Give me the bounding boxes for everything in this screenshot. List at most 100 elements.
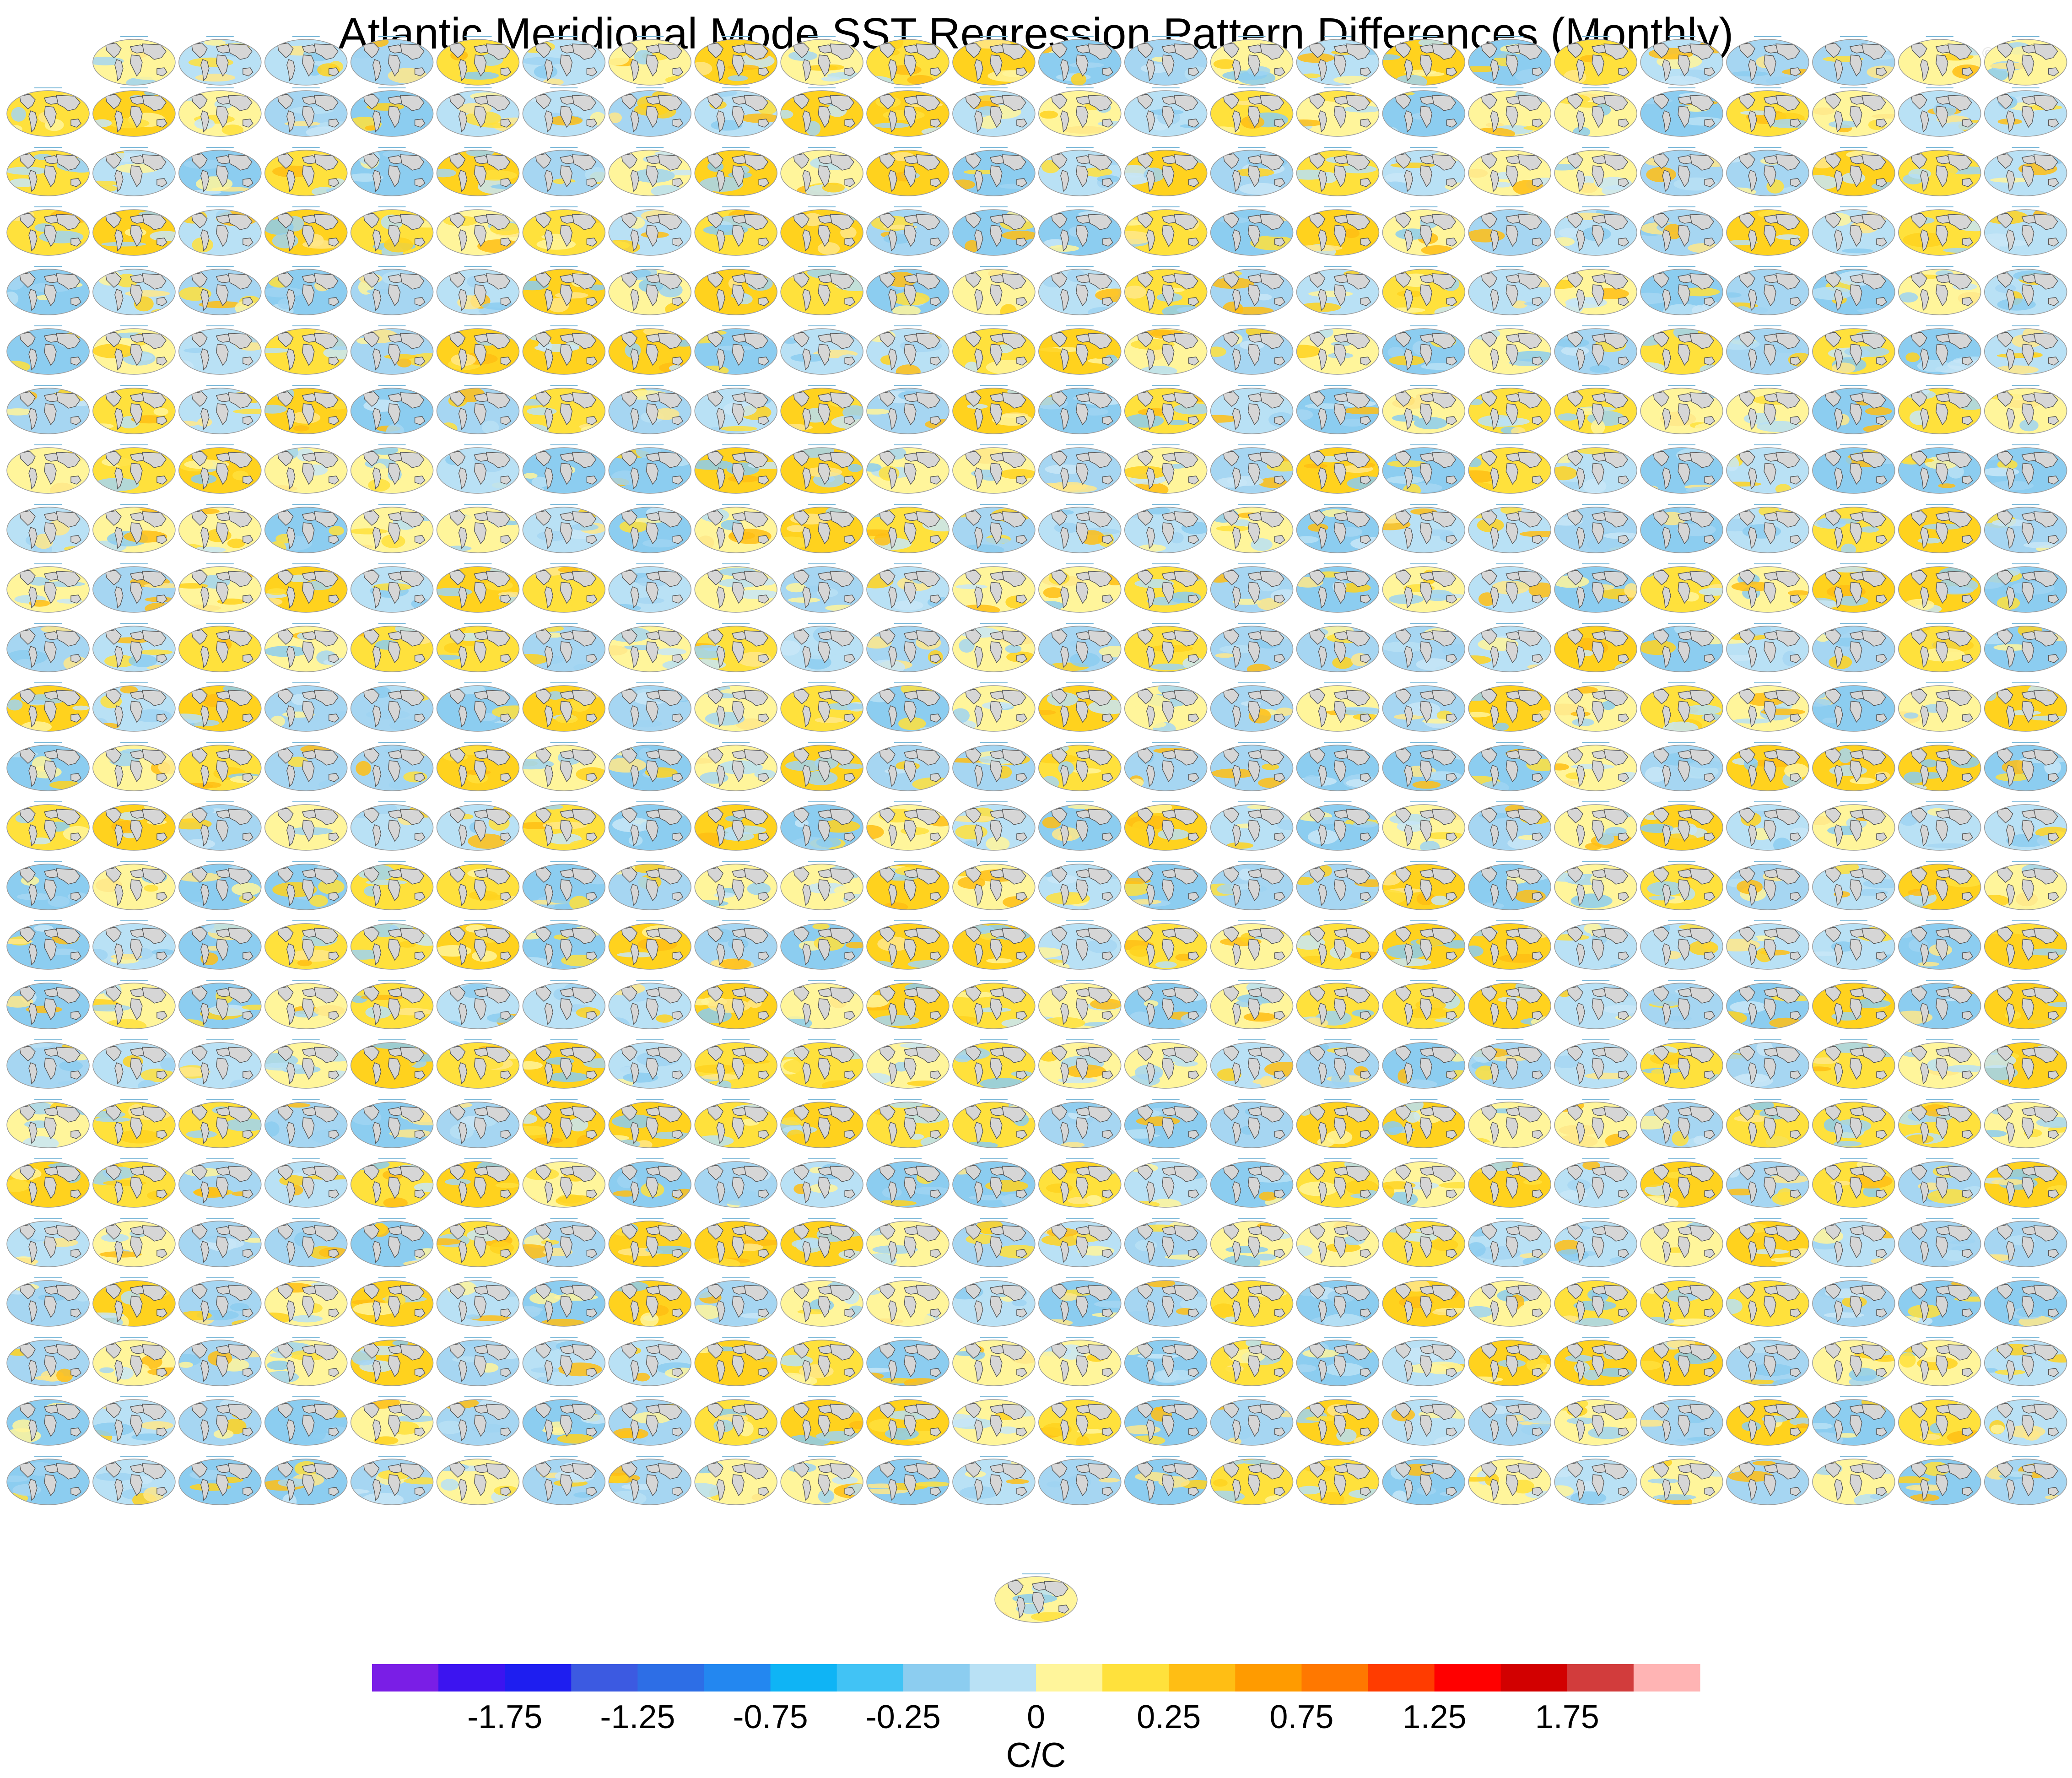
- map-panel: [350, 801, 434, 851]
- map-panel: [1038, 1277, 1122, 1327]
- map-panel: [1726, 1456, 1809, 1505]
- map-panel: [1038, 1218, 1122, 1267]
- map-panel: [952, 682, 1036, 732]
- map-panel: [1124, 36, 1208, 86]
- map-panel: [1812, 1039, 1895, 1089]
- map-panel: [6, 266, 90, 315]
- map-panel: [1038, 801, 1122, 851]
- map-panel: [694, 206, 777, 256]
- map-panel: [1898, 1337, 1981, 1386]
- map-panel: [1468, 444, 1552, 494]
- map-panel: [1468, 563, 1552, 613]
- map-panel: [866, 1099, 950, 1148]
- map-panel: [1210, 147, 1294, 196]
- map-panel: [1984, 1396, 2067, 1446]
- map-panel: [522, 504, 606, 553]
- map-panel: [522, 1396, 606, 1446]
- map-panel: [1812, 1456, 1895, 1505]
- map-panel: [608, 861, 692, 910]
- map-panel: [694, 36, 777, 86]
- map-panel: [952, 742, 1036, 791]
- map-panel: [952, 920, 1036, 970]
- map-panel: [1640, 1158, 1723, 1208]
- map-panel: [1726, 1099, 1809, 1148]
- map-panel: [1468, 742, 1552, 791]
- map-panel: [1640, 801, 1723, 851]
- map-panel: [6, 623, 90, 672]
- map-panel: [1382, 206, 1466, 256]
- map-panel: [350, 1396, 434, 1446]
- map-panel: [952, 444, 1036, 494]
- map-panel: [1124, 325, 1208, 375]
- map-panel: [1382, 444, 1466, 494]
- map-panel: [952, 1158, 1036, 1208]
- map-panel: [92, 325, 176, 375]
- map-panel: [608, 1218, 692, 1267]
- map-panel: [608, 563, 692, 613]
- map-panel: [1210, 1396, 1294, 1446]
- map-panel: [178, 861, 262, 910]
- map-panel: [522, 325, 606, 375]
- map-panel: [6, 325, 90, 375]
- map-panel: [1468, 1277, 1552, 1327]
- map-panel: [780, 1158, 863, 1208]
- map-panel: [1554, 87, 1637, 137]
- map-panel: [780, 1456, 863, 1505]
- map-panel: [1812, 444, 1895, 494]
- map-panel: [1468, 1039, 1552, 1089]
- map-panel: [1726, 1039, 1809, 1089]
- map-panel: [1038, 325, 1122, 375]
- map-panel: [1984, 980, 2067, 1029]
- map-panel: [1554, 1039, 1637, 1089]
- map-panel: [1124, 980, 1208, 1029]
- map-panel: [522, 920, 606, 970]
- map-panel: [1984, 325, 2067, 375]
- map-panel: [952, 1456, 1036, 1505]
- map-panel: [178, 1277, 262, 1327]
- map-panel: [952, 563, 1036, 613]
- map-panel: [92, 87, 176, 137]
- map-panel: [1984, 1099, 2067, 1148]
- map-panel: [264, 1099, 348, 1148]
- map-panel: [866, 385, 950, 434]
- map-panel: [1210, 1099, 1294, 1148]
- map-panel: [1124, 623, 1208, 672]
- map-panel: [952, 861, 1036, 910]
- map-panel: [1038, 980, 1122, 1029]
- map-panel: [1210, 801, 1294, 851]
- map-panel: [1554, 861, 1637, 910]
- map-panel: [522, 385, 606, 434]
- map-panel: [1554, 1099, 1637, 1148]
- map-panel: [264, 801, 348, 851]
- map-panel: [1038, 266, 1122, 315]
- map-panel: [1726, 1396, 1809, 1446]
- map-panel: [1898, 563, 1981, 613]
- map-panel: [1812, 1277, 1895, 1327]
- map-panel: [6, 920, 90, 970]
- map-panel: [1812, 206, 1895, 256]
- map-panel: [1726, 325, 1809, 375]
- map-panel: [264, 1218, 348, 1267]
- map-panel: [1554, 385, 1637, 434]
- map-panel: [1898, 623, 1981, 672]
- map-panel: [1640, 266, 1723, 315]
- map-panel: [436, 920, 520, 970]
- map-panel: [1210, 36, 1294, 86]
- map-panel: [1210, 980, 1294, 1029]
- map-panel: [952, 1218, 1036, 1267]
- map-panel: [1210, 742, 1294, 791]
- map-panel: [1726, 801, 1809, 851]
- map-panel: [1468, 87, 1552, 137]
- map-panel: [1898, 1099, 1981, 1148]
- map-panel: [436, 742, 520, 791]
- map-panel: [522, 742, 606, 791]
- map-panel: [1296, 36, 1380, 86]
- map-panel: [1898, 1396, 1981, 1446]
- map-panel: [436, 801, 520, 851]
- map-panel: [6, 1218, 90, 1267]
- map-panel: [1898, 861, 1981, 910]
- map-panel: [780, 444, 863, 494]
- map-panel: [1124, 266, 1208, 315]
- map-panel: [92, 801, 176, 851]
- map-panel: [780, 623, 863, 672]
